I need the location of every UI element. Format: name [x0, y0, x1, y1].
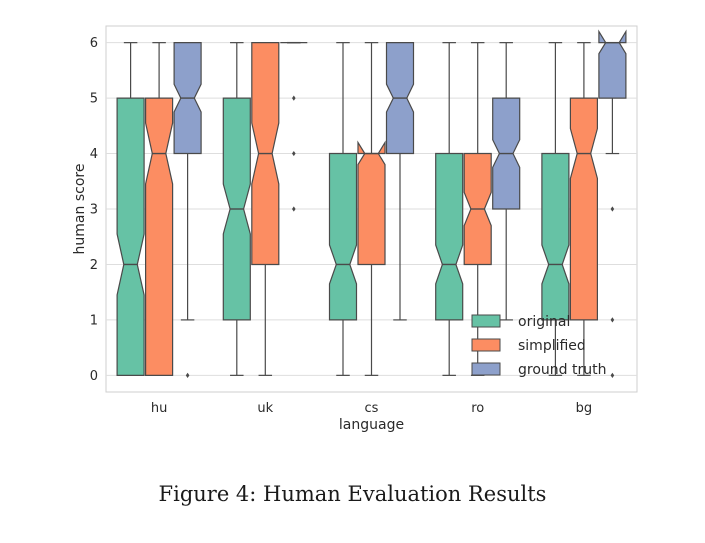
box-body [598, 29, 627, 99]
figure-caption: Figure 4: Human Evaluation Results [158, 482, 547, 506]
y-tick-label: 1 [90, 313, 98, 328]
box-body [145, 97, 174, 376]
legend-label: ground truth [518, 362, 606, 378]
y-tick-label: 2 [90, 258, 98, 273]
legend-swatch [471, 314, 501, 328]
legend-label: simplified [518, 338, 586, 354]
box-ground-truth-uk [280, 41, 308, 212]
x-tick-label: uk [257, 401, 273, 416]
box-simplified-uk [251, 41, 280, 376]
x-tick-label: hu [151, 401, 167, 416]
x-tick-label: cs [365, 401, 379, 416]
legend: original simplified ground truth [471, 314, 606, 378]
box-ground-truth-cs [385, 41, 415, 321]
outlier-point [185, 372, 190, 378]
y-tick-label: 3 [90, 203, 98, 218]
outlier-point [292, 150, 296, 157]
box-body [541, 152, 570, 321]
y-tick-label: 4 [90, 147, 98, 162]
y-axis-label: human score [72, 164, 88, 255]
x-tick-label: ro [471, 401, 484, 416]
outlier-point [610, 206, 615, 212]
box-plot-chart: 0 1 2 3 4 5 6 hu uk cs ro bg language human score orig… [72, 25, 638, 433]
box-body [435, 152, 464, 321]
y-tick-label: 5 [90, 92, 98, 107]
legend-swatch [471, 338, 501, 352]
outlier-point [610, 317, 615, 323]
x-axis-label: language [339, 417, 404, 433]
y-tick-label: 0 [90, 369, 98, 384]
box-body [116, 97, 145, 376]
box-original-hu [116, 42, 145, 376]
box-original-uk [222, 42, 251, 376]
legend-swatch [471, 362, 501, 376]
box-simplified-bg [569, 42, 599, 376]
box-simplified-cs [357, 42, 386, 376]
box-body [357, 140, 386, 266]
box-body [569, 97, 599, 321]
box-original-bg [541, 42, 570, 376]
y-tick-label: 6 [90, 36, 98, 51]
box-ground-truth-hu [173, 41, 202, 378]
box-original-cs [328, 42, 358, 376]
outlier-point [292, 95, 296, 101]
outlier-point [292, 206, 296, 212]
x-tick-label: bg [576, 401, 593, 416]
legend-label: original [518, 314, 570, 330]
box-ground-truth-ro [492, 42, 521, 321]
box-ground-truth-bg [598, 29, 627, 378]
outlier-point [610, 372, 615, 378]
box-body [328, 152, 358, 321]
box-original-ro [435, 42, 464, 376]
box-simplified-hu [145, 42, 174, 376]
